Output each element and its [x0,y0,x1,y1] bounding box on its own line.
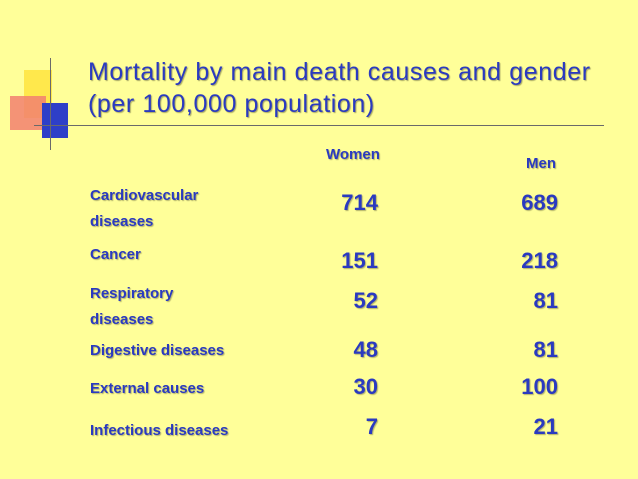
row-cause: Cancer [90,246,141,263]
slide-title: Mortality by main death causes and gende… [88,58,591,118]
column-header-women: Women [326,146,380,163]
row-men-value: 218 [521,248,558,273]
row-cause: External causes [90,380,205,397]
column-header-men: Men [526,155,556,172]
row-women-value: 30 [353,374,378,399]
row-men-value: 81 [533,288,558,313]
decorative-vertical-line [50,58,51,150]
row-cause: Cardiovascular diseases [90,187,199,230]
row-women-value: 151 [341,248,378,273]
decorative-red-square [10,96,46,130]
row-men-value: 100 [521,374,558,399]
row-cause: Respiratory diseases [90,285,174,328]
title-underline [34,125,604,126]
row-cause: Digestive diseases [90,342,225,359]
decorative-blue-square [42,103,68,138]
row-women-value: 52 [353,288,378,313]
row-men-value: 21 [533,414,558,439]
row-women-value: 7 [365,414,378,439]
row-women-value: 48 [353,337,378,362]
row-men-value: 689 [521,190,558,215]
row-men-value: 81 [533,337,558,362]
row-women-value: 714 [341,190,378,215]
row-cause: Infectious diseases [90,422,229,439]
